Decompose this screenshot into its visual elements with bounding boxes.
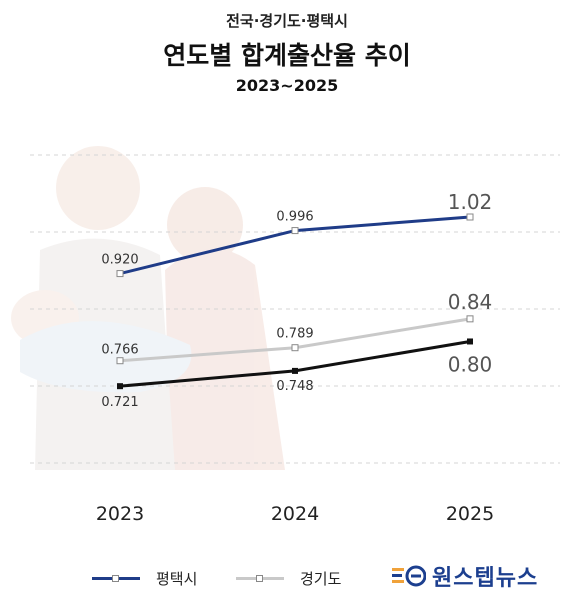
- data-point: [467, 338, 473, 345]
- brand-logo: 원스텝뉴스: [392, 560, 538, 592]
- legend-swatch-gyeonggi: [236, 574, 284, 582]
- data-label: 0.920: [101, 253, 138, 268]
- series-gyeonggi: 0.766 0.789 0.84: [101, 290, 493, 365]
- data-label: 0.996: [276, 210, 313, 225]
- data-label: 0.721: [101, 395, 138, 410]
- brand-name: 원스텝뉴스: [432, 566, 539, 591]
- data-point: [466, 315, 474, 323]
- legend-swatch-pyeongtaek: [92, 574, 140, 582]
- data-label: 0.789: [276, 327, 313, 342]
- chart-period: 2023~2025: [235, 76, 339, 95]
- legend: 평택시 경기도: [0, 566, 574, 590]
- chart-subtitle: 전국·경기도·평택시: [226, 12, 348, 30]
- chart-title: 연도별 합계출산율 추이: [163, 41, 411, 70]
- legend-label-pyeongtaek: 평택시: [156, 569, 198, 588]
- data-label: 0.748: [276, 379, 313, 394]
- data-point: [116, 357, 124, 365]
- series-pyeongtaek: 0.920 0.996 1.02: [101, 190, 493, 278]
- data-point: [116, 270, 124, 278]
- data-point: [291, 227, 299, 235]
- data-point: [292, 367, 298, 374]
- data-label: 0.80: [448, 352, 493, 376]
- legend-label-gyeonggi: 경기도: [300, 569, 342, 588]
- data-label: 0.766: [101, 343, 138, 358]
- family-illustration: [11, 146, 285, 470]
- data-point: [117, 383, 123, 390]
- x-tick-label: 2024: [271, 503, 319, 525]
- x-tick-label: 2025: [446, 503, 494, 525]
- brand-mark-icon: [392, 565, 426, 587]
- data-point: [466, 213, 474, 221]
- data-point: [291, 344, 299, 352]
- legend-item-pyeongtaek: 평택시: [92, 566, 197, 590]
- data-label: 0.84: [448, 290, 493, 314]
- series-national: 0.721 0.748 0.80: [101, 338, 492, 410]
- data-label: 1.02: [448, 190, 493, 214]
- x-tick-label: 2023: [96, 503, 144, 525]
- legend-item-gyeonggi: 경기도: [236, 566, 341, 590]
